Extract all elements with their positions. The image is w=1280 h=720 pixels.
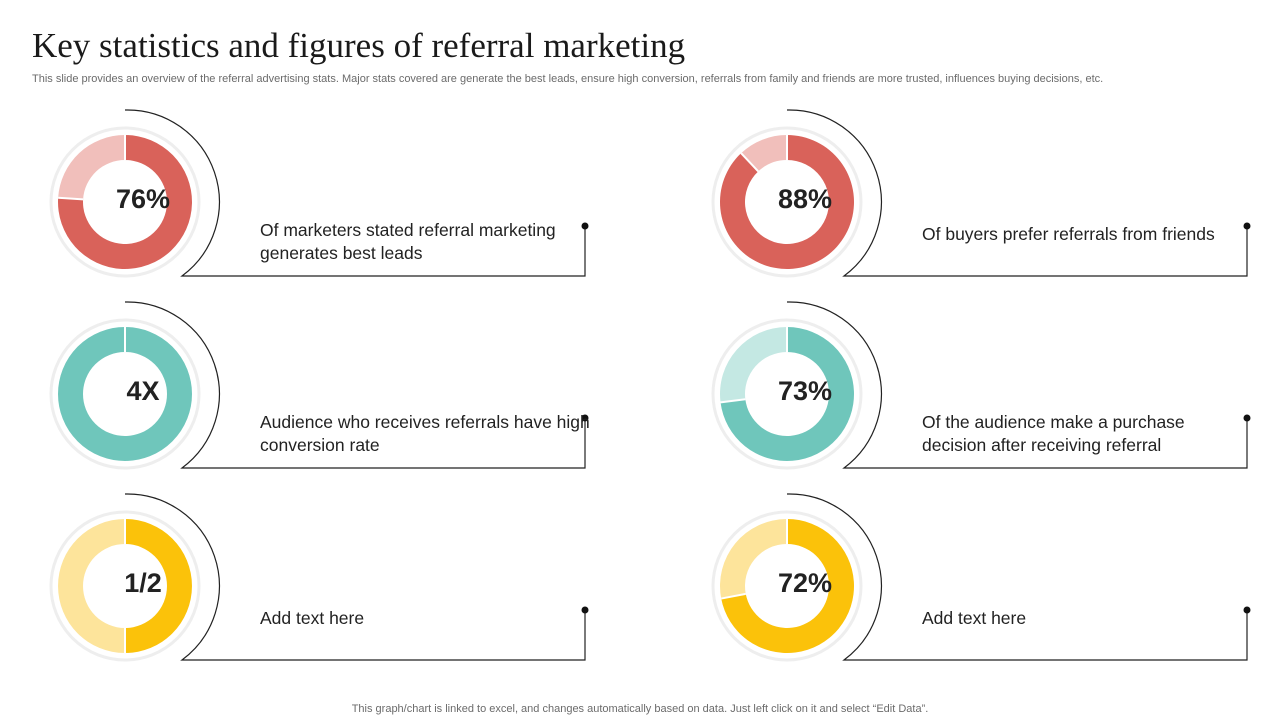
connector-dot — [1243, 222, 1251, 230]
donut-chart-1 — [49, 109, 589, 278]
stat-value: 72% — [777, 567, 833, 598]
slide-title: Key statistics and figures of referral m… — [32, 26, 686, 65]
stat-card-5: 1/2 Add text here — [49, 491, 610, 663]
connector-line — [786, 301, 1248, 469]
connector-dot — [1243, 414, 1251, 422]
stat-value: 88% — [777, 183, 833, 214]
connector-line — [124, 301, 586, 469]
connector-dot — [581, 222, 589, 230]
donut-chart-5 — [49, 493, 589, 662]
slice-separator — [720, 398, 746, 404]
stat-value: 1/2 — [124, 567, 162, 598]
donut-chart-2 — [711, 109, 1251, 278]
stat-card-4: 73% Of the audience make a purchase deci… — [711, 299, 1272, 471]
donut-slice-2 — [58, 519, 125, 653]
stat-value: 73% — [777, 375, 833, 406]
stat-description: Of the audience make a purchase decision… — [922, 412, 1185, 455]
stat-card-3: 4X Audience who receives referrals have … — [49, 299, 610, 471]
slice-separator — [58, 196, 84, 201]
slice-separator — [720, 592, 746, 600]
stat-card-2: 88% Of buyers prefer referrals from frie… — [711, 107, 1272, 279]
stat-description: Add text here — [922, 607, 1027, 628]
stat-description: Audience who receives referrals have hig… — [260, 412, 590, 455]
stat-value: 4X — [126, 375, 160, 406]
donut-chart-3 — [49, 301, 589, 470]
donut-slice-2 — [720, 327, 787, 403]
stat-description: Of buyers prefer referrals from friends — [922, 223, 1215, 244]
connector-line — [124, 493, 586, 661]
connector-dot — [1243, 606, 1251, 614]
donut-slice-2 — [720, 519, 787, 599]
stat-value: 76% — [115, 183, 171, 214]
slice-separator — [740, 152, 759, 173]
connector-dot — [581, 606, 589, 614]
donut-slice-1 — [721, 519, 854, 653]
connector-line — [786, 109, 1248, 277]
connector-line — [786, 493, 1248, 661]
donut-slice-2 — [741, 135, 787, 172]
donut-chart-4 — [711, 301, 1251, 470]
slide-footer-note: This graph/chart is linked to excel, and… — [351, 703, 929, 715]
donut-slice-1 — [720, 327, 854, 461]
donut-slice-1 — [720, 135, 854, 269]
slide-subtitle: This slide provides an overview of the r… — [32, 73, 1104, 85]
stat-description: Of marketers stated referral marketing g… — [260, 220, 556, 263]
donut-slice-1 — [125, 519, 192, 653]
donut-slice-2 — [58, 135, 125, 200]
connector-dot — [581, 414, 589, 422]
donut-chart-6 — [711, 493, 1251, 662]
donut-slice-1 — [57, 135, 193, 269]
stat-card-1: 76% Of marketers stated referral marketi… — [49, 107, 610, 279]
stat-card-6: 72% Add text here — [711, 491, 1272, 663]
stat-description: Add text here — [260, 607, 365, 628]
connector-line — [124, 109, 586, 277]
